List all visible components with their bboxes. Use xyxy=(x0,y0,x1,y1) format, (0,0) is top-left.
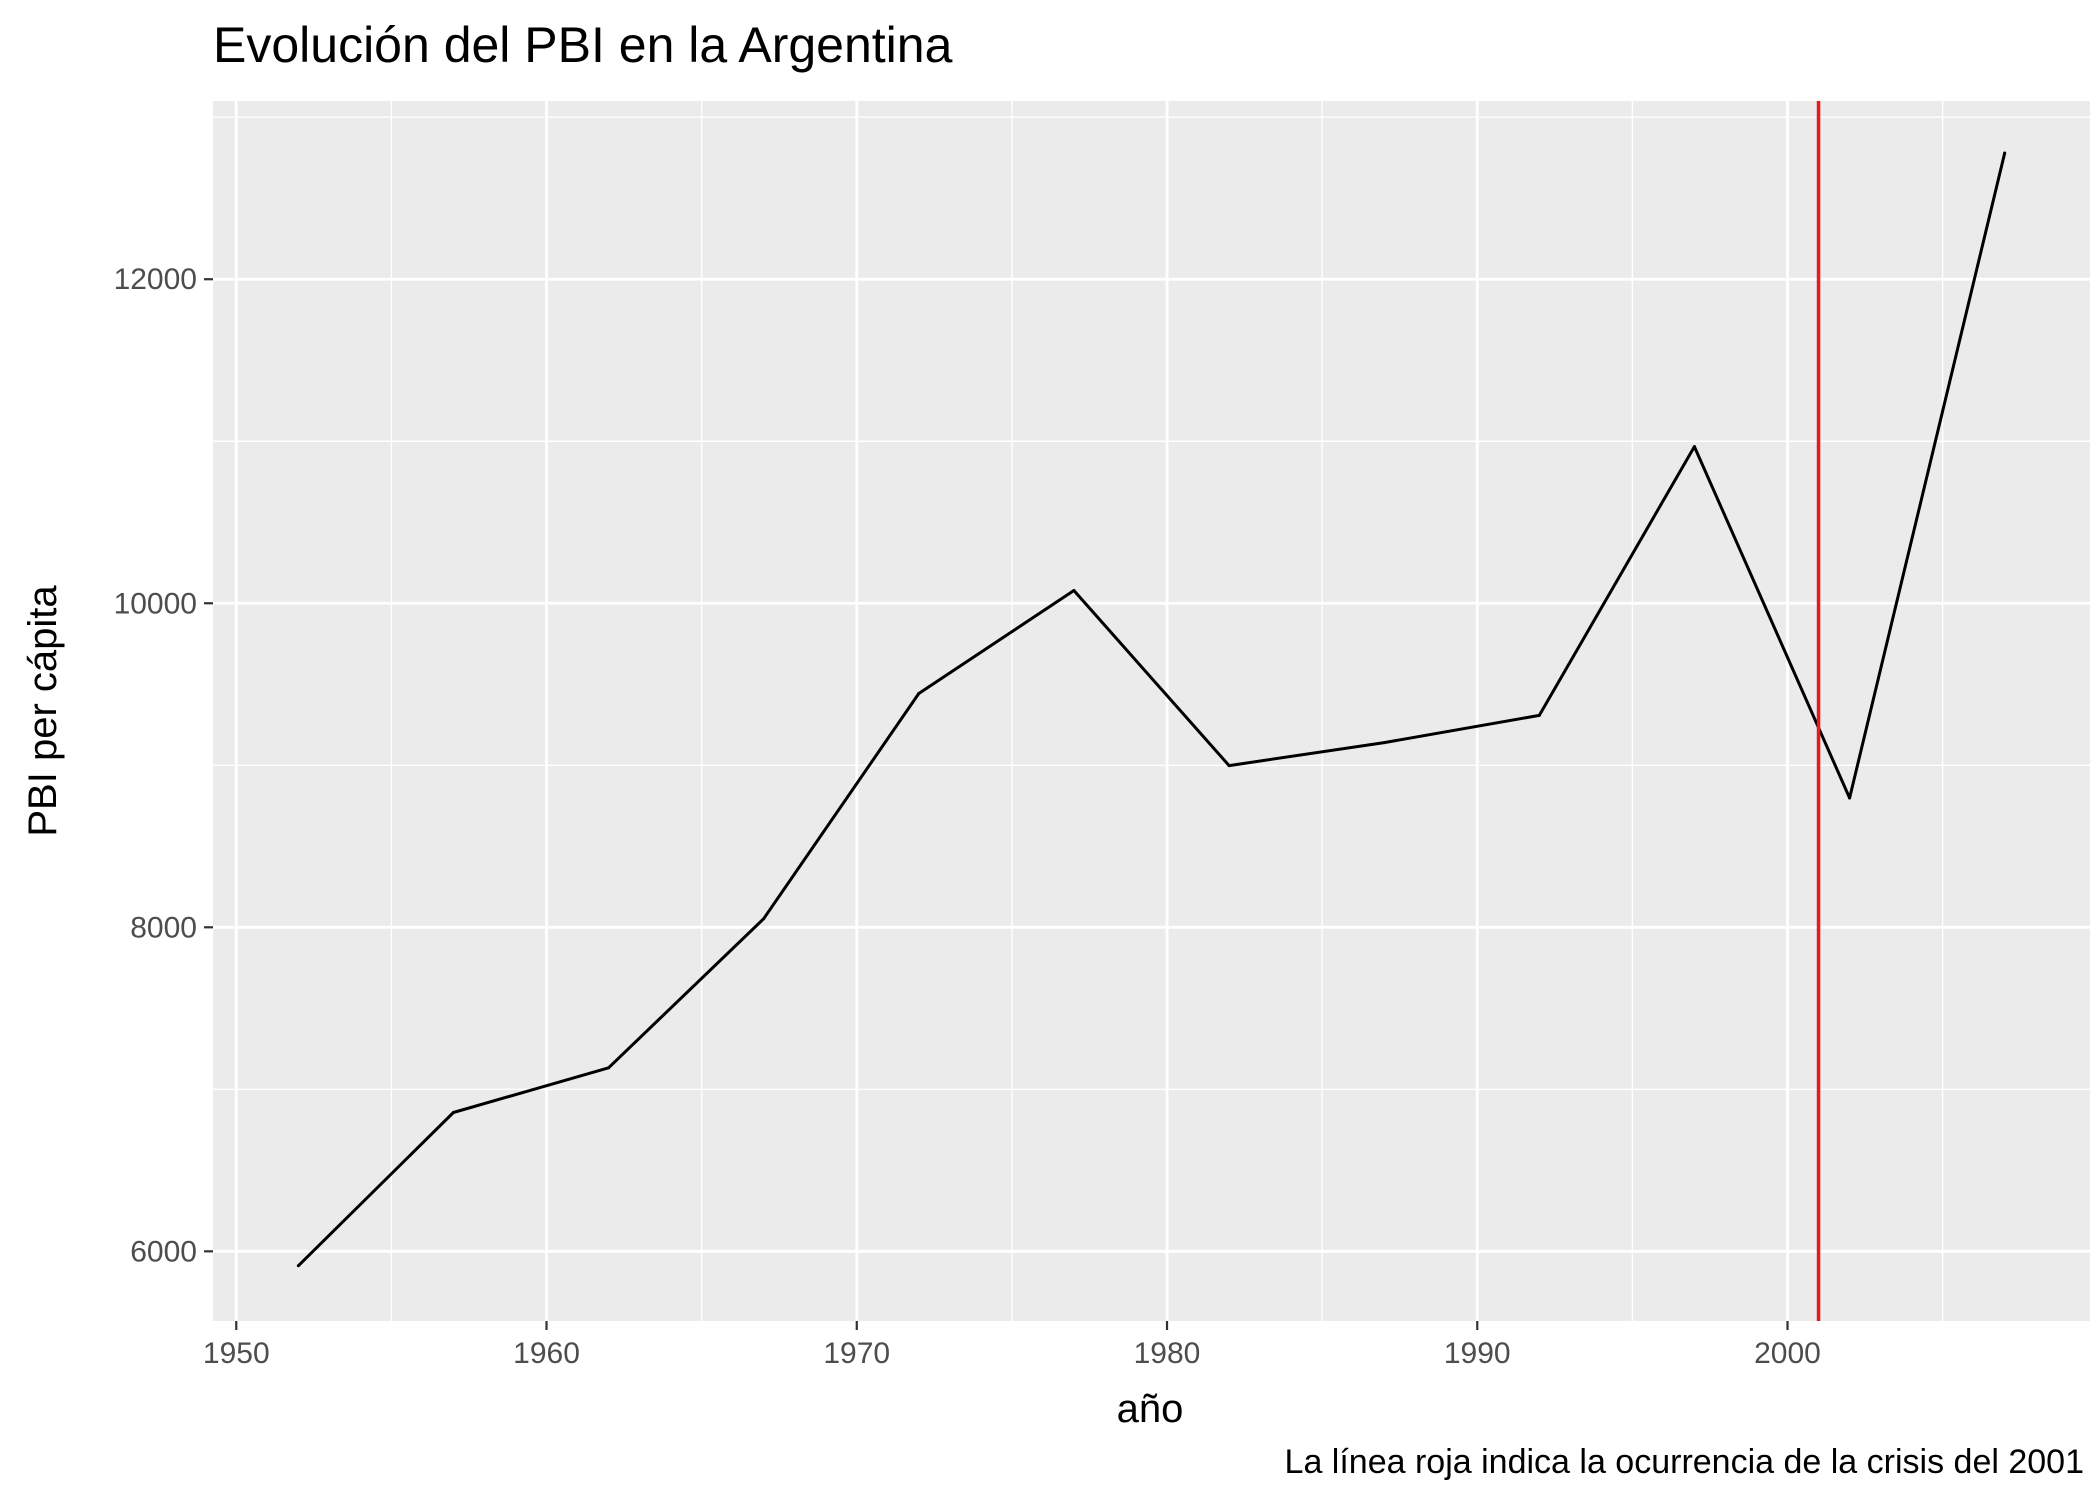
data-point xyxy=(2003,151,2007,155)
x-tick-label: 1950 xyxy=(203,1337,270,1370)
y-tick-label: 6000 xyxy=(130,1235,197,1268)
y-tick-label: 12000 xyxy=(114,263,197,296)
x-tick-label: 1970 xyxy=(823,1337,890,1370)
data-point xyxy=(1692,445,1696,449)
x-axis-title: año xyxy=(1117,1387,1184,1431)
data-point xyxy=(1848,796,1852,800)
major-gridlines xyxy=(213,101,2090,1321)
data-point xyxy=(1072,588,1076,592)
data-point xyxy=(762,917,766,921)
plot-panel xyxy=(213,101,2090,1321)
data-point xyxy=(296,1264,300,1268)
y-axis: 6000 8000 10000 12000 xyxy=(114,263,213,1268)
y-tick-label: 8000 xyxy=(130,911,197,944)
x-tick-label: 1960 xyxy=(513,1337,580,1370)
y-tick-label: 10000 xyxy=(114,587,197,620)
data-point xyxy=(451,1110,455,1114)
chart-title: Evolución del PBI en la Argentina xyxy=(213,17,953,73)
x-tick-label: 1980 xyxy=(1134,1337,1201,1370)
data-point xyxy=(1382,741,1386,745)
chart-caption: La línea roja indica la ocurrencia de la… xyxy=(1285,1443,2084,1481)
y-axis-title: PBI per cápita xyxy=(21,585,65,837)
data-point xyxy=(1537,713,1541,717)
series-line xyxy=(297,152,2007,1267)
x-tick-label: 1990 xyxy=(1444,1337,1511,1370)
x-tick-label: 2000 xyxy=(1754,1337,1821,1370)
data-point xyxy=(607,1066,611,1070)
series-layer xyxy=(296,151,2007,1268)
data-point xyxy=(1227,764,1231,768)
data-point xyxy=(917,692,921,696)
minor-gridlines xyxy=(213,101,2090,1321)
x-axis: 1950 1960 1970 1980 1990 2000 xyxy=(203,1321,1821,1370)
